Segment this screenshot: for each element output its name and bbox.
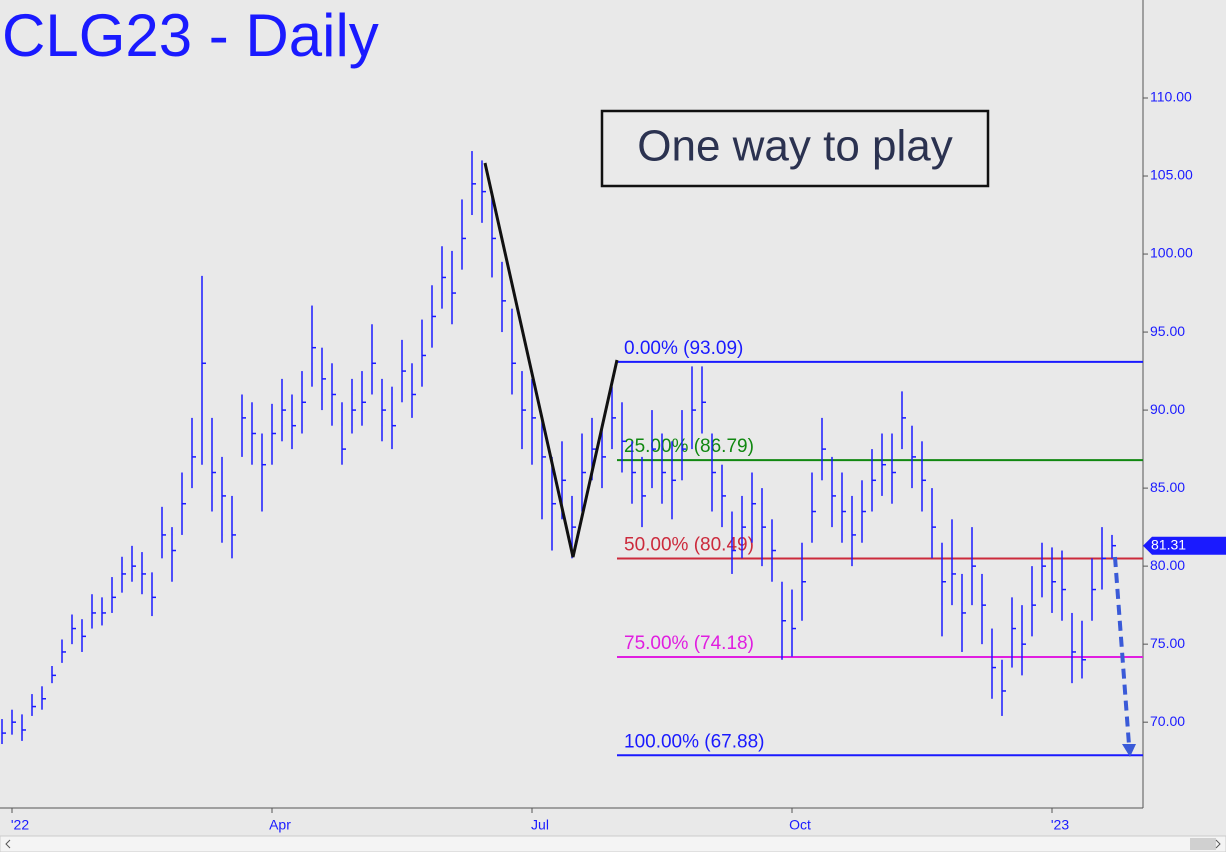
y-tick-label: 90.00 [1150,401,1185,417]
y-tick-label: 100.00 [1150,245,1193,261]
y-tick-label: 105.00 [1150,167,1193,183]
y-tick-label: 80.00 [1150,557,1185,573]
scroll-thumb[interactable] [1190,838,1216,850]
fib-label: 0.00% (93.09) [624,338,743,359]
annotation-text: One way to play [637,122,953,171]
scroll-left[interactable] [5,839,11,849]
plot: 70.00 75.00 80.00 85.00 90.00 95.00 100.00 105.… [1,89,1193,833]
x-tick-label: Oct [789,817,811,833]
last-price-tag [1143,536,1226,555]
fib-label: 50.00% (80.49) [624,535,754,556]
chart-title: CLG23 - Daily [2,2,379,69]
scrollbar[interactable] [0,835,1226,852]
last-price-label: 81.31 [1151,536,1186,552]
x-tick-label: '23 [1051,817,1069,833]
y-tick-label: 110.00 [1150,89,1192,105]
x-tick-label: Jul [531,817,549,833]
x-tick-label: '22 [11,817,29,833]
x-tick-label: Apr [269,817,291,833]
y-tick-label: 75.00 [1150,635,1185,651]
fib-label: 100.00% (67.88) [624,731,765,752]
fib-label: 75.00% (74.18) [624,633,754,654]
y-tick-label: 70.00 [1150,713,1185,729]
scroll-right[interactable] [1215,839,1221,849]
annotation-box [600,109,990,188]
swing-lines [483,162,619,558]
arrow-head [1122,744,1136,757]
fib-label: 25.00% (86.79) [624,436,754,457]
y-tick-label: 95.00 [1150,323,1185,339]
y-tick-label: 85.00 [1150,479,1185,495]
